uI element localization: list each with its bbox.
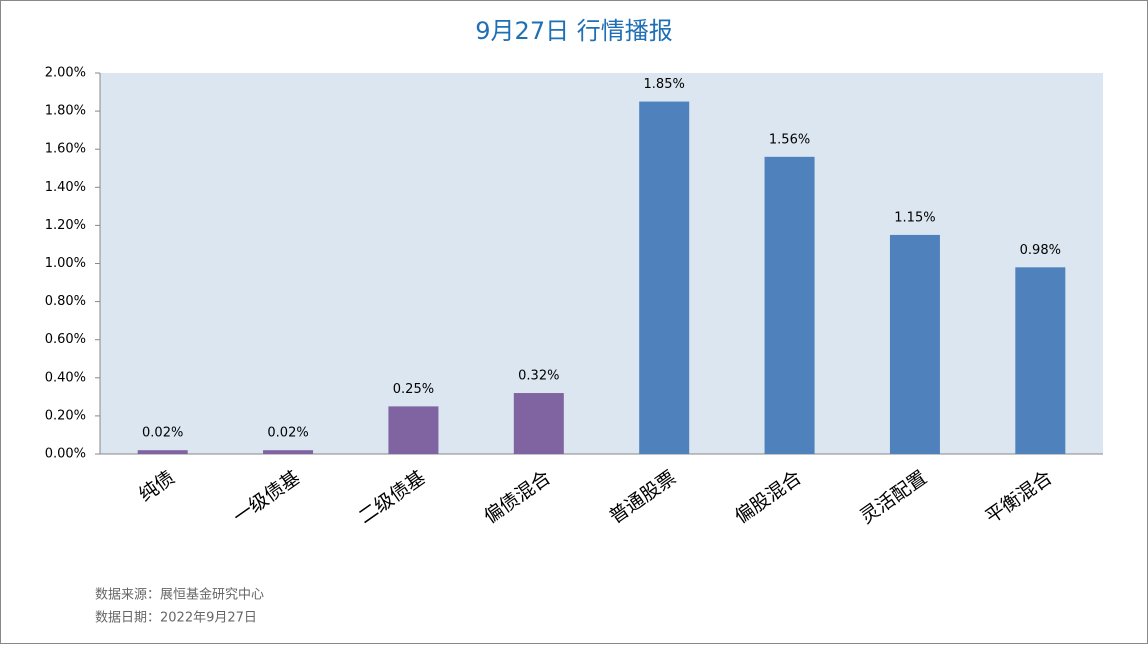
y-tick-label: 1.20% [45, 218, 86, 233]
data-label: 0.98% [1020, 243, 1061, 258]
bar [1015, 267, 1066, 454]
y-tick-label: 0.60% [45, 332, 86, 347]
bar [639, 101, 690, 454]
data-label: 1.15% [894, 210, 935, 225]
y-tick-label: 1.60% [45, 142, 86, 157]
plot-area [100, 73, 1103, 454]
bar [889, 234, 940, 454]
y-tick-label: 0.40% [45, 370, 86, 385]
y-tick-label: 0.20% [45, 408, 86, 423]
bar [513, 393, 564, 454]
date-note: 数据日期：2022年9月27日 [95, 611, 257, 626]
data-label: 0.02% [267, 426, 308, 441]
bar [388, 406, 439, 454]
y-tick-label: 2.00% [45, 66, 86, 81]
y-tick-label: 0.80% [45, 294, 86, 309]
data-label: 0.32% [518, 369, 559, 384]
data-label: 0.25% [393, 382, 434, 397]
chart-title: 9月27日 行情播报 [475, 17, 672, 45]
bar [764, 156, 815, 454]
bar [137, 450, 188, 454]
data-label: 0.02% [142, 426, 183, 441]
data-label: 1.85% [644, 77, 685, 92]
y-tick-label: 1.00% [45, 256, 86, 271]
y-tick-label: 0.00% [45, 447, 86, 462]
source-note: 数据来源：展恒基金研究中心 [95, 587, 264, 603]
bar [263, 450, 314, 454]
y-tick-label: 1.40% [45, 180, 86, 195]
data-label: 1.56% [769, 132, 810, 147]
y-tick-label: 1.80% [45, 104, 86, 119]
